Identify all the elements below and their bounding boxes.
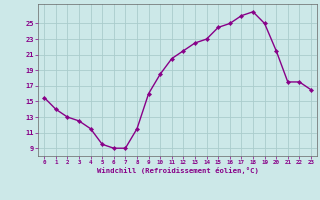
X-axis label: Windchill (Refroidissement éolien,°C): Windchill (Refroidissement éolien,°C) — [97, 167, 259, 174]
